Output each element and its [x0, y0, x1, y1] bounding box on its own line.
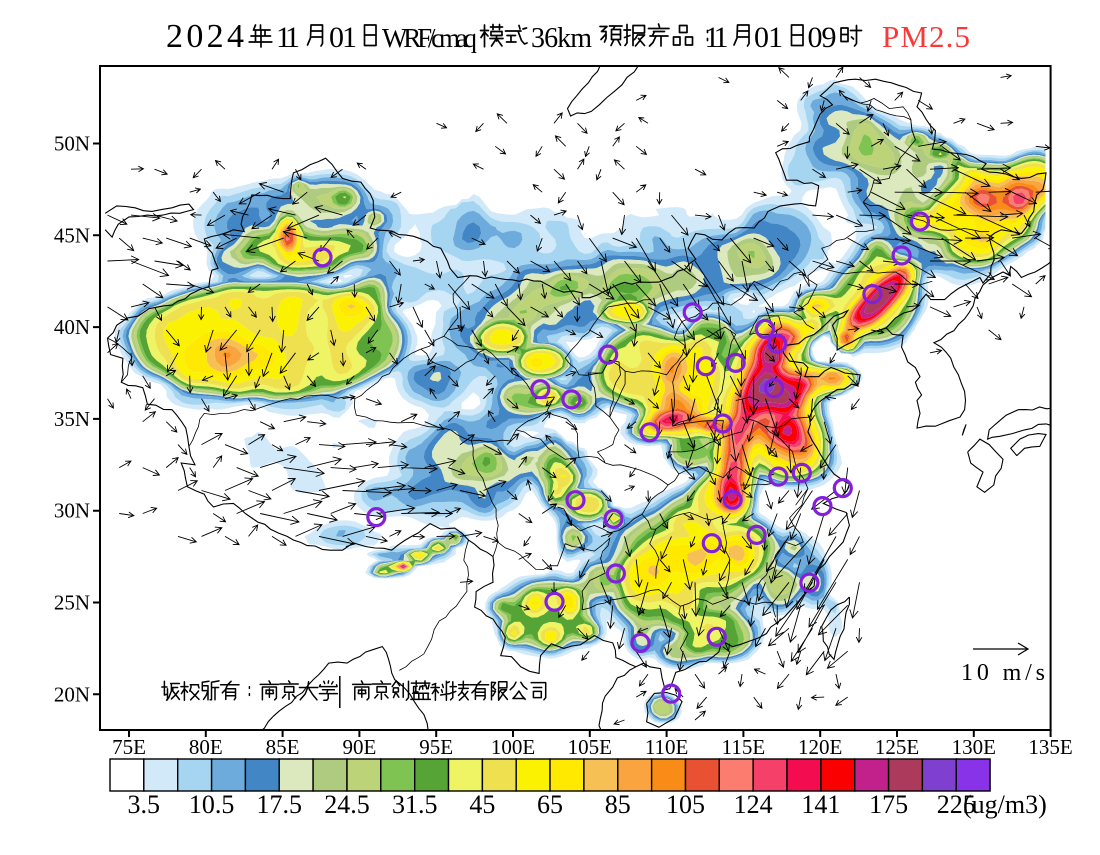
svg-text:85: 85	[605, 790, 631, 819]
svg-text:80E: 80E	[189, 735, 223, 759]
svg-text:3.5: 3.5	[128, 790, 161, 819]
svg-text:65: 65	[537, 790, 563, 819]
svg-text:09: 09	[808, 21, 837, 54]
svg-text:35N: 35N	[54, 407, 90, 431]
svg-text:85E: 85E	[266, 735, 300, 759]
svg-text:45N: 45N	[54, 223, 90, 247]
svg-text:125E: 125E	[875, 735, 919, 759]
svg-text:(ug/m3): (ug/m3)	[963, 790, 1047, 819]
svg-text:95E: 95E	[419, 735, 453, 759]
svg-text:20N: 20N	[54, 682, 90, 706]
svg-text:17.5: 17.5	[256, 790, 302, 819]
svg-text:30N: 30N	[54, 499, 90, 523]
svg-text:225: 225	[937, 790, 976, 819]
svg-text:40N: 40N	[54, 315, 90, 339]
svg-text:24.5: 24.5	[324, 790, 370, 819]
svg-text:135E: 135E	[1028, 735, 1072, 759]
svg-text:105: 105	[666, 790, 705, 819]
svg-text:25N: 25N	[54, 591, 90, 615]
svg-text:75E: 75E	[112, 735, 146, 759]
svg-text:105E: 105E	[568, 735, 612, 759]
svg-text:110E: 110E	[645, 735, 689, 759]
svg-text:11: 11	[276, 21, 300, 54]
svg-text:120E: 120E	[798, 735, 842, 759]
svg-text:50N: 50N	[54, 132, 90, 156]
svg-text:130E: 130E	[952, 735, 996, 759]
svg-text:36km: 36km	[531, 23, 592, 54]
svg-text:01: 01	[329, 21, 357, 54]
svg-text:01: 01	[754, 21, 783, 54]
svg-text:115E: 115E	[722, 735, 766, 759]
svg-text:175: 175	[869, 790, 908, 819]
svg-text:31.5: 31.5	[392, 790, 438, 819]
svg-text:PM2.5: PM2.5	[882, 19, 970, 54]
svg-text:100E: 100E	[491, 735, 535, 759]
svg-text:45: 45	[469, 790, 495, 819]
svg-text:10.5: 10.5	[189, 790, 235, 819]
svg-text:124: 124	[734, 790, 773, 819]
svg-text:90E: 90E	[342, 735, 376, 759]
svg-text:WRF/cmaq: WRF/cmaq	[382, 23, 478, 53]
svg-text:141: 141	[801, 790, 840, 819]
svg-text:11: 11	[705, 21, 729, 54]
